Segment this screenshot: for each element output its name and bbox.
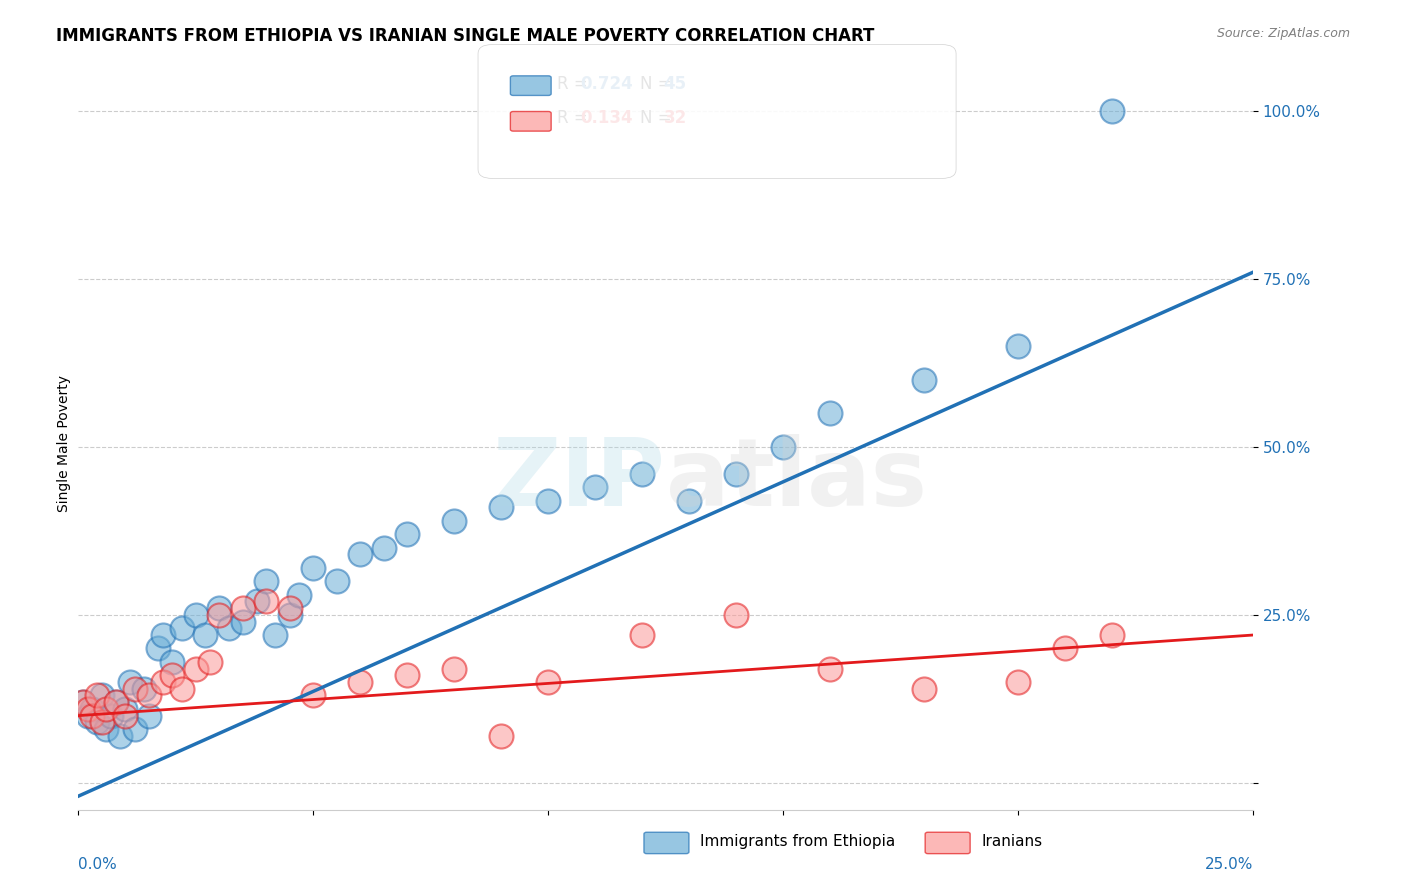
Point (1007, 339, 1029, 353)
Point (725, 607, 748, 622)
Point (583, 480, 606, 494)
Point (349, 548, 371, 562)
Point (537, 493, 560, 508)
Point (1101, 628, 1123, 642)
Point (537, 675, 560, 690)
Point (82, 708, 104, 723)
Point (118, 675, 141, 690)
Point (138, 708, 160, 723)
Point (198, 655, 221, 669)
Point (443, 514, 465, 528)
Text: 0.724: 0.724 (581, 75, 634, 93)
Point (76, 708, 98, 723)
Point (278, 607, 301, 622)
Point (152, 628, 174, 642)
Point (208, 607, 231, 622)
Point (76, 702, 98, 716)
Text: Iranians: Iranians (981, 834, 1042, 848)
Point (772, 440, 794, 454)
Point (278, 601, 301, 615)
Text: ZIP: ZIP (492, 434, 665, 526)
Point (160, 668, 183, 682)
Point (396, 668, 419, 682)
Point (96, 702, 118, 716)
Point (1007, 675, 1029, 690)
Point (232, 601, 254, 615)
Point (631, 467, 654, 481)
Point (170, 621, 193, 635)
Point (631, 628, 654, 642)
Point (82, 702, 104, 716)
Text: IMMIGRANTS FROM ETHIOPIA VS IRANIAN SINGLE MALE POVERTY CORRELATION CHART: IMMIGRANTS FROM ETHIOPIA VS IRANIAN SING… (56, 27, 875, 45)
Point (184, 662, 207, 676)
Text: R =: R = (557, 109, 593, 127)
Point (443, 662, 465, 676)
Point (264, 628, 287, 642)
Point (818, 662, 841, 676)
Point (254, 594, 277, 608)
Y-axis label: Single Male Poverty: Single Male Poverty (58, 375, 72, 512)
Point (170, 681, 193, 696)
Point (1101, 103, 1123, 118)
Point (246, 594, 269, 608)
Point (912, 681, 935, 696)
Point (1053, 641, 1076, 656)
Point (302, 561, 325, 575)
Text: R =: R = (557, 75, 593, 93)
Point (72, 695, 94, 709)
Point (90, 689, 112, 703)
Point (114, 708, 136, 723)
Point (489, 729, 512, 743)
Point (349, 675, 371, 690)
Point (208, 601, 231, 615)
Text: atlas: atlas (665, 434, 927, 526)
Text: 45: 45 (664, 75, 686, 93)
Point (489, 500, 512, 515)
Point (138, 689, 160, 703)
Point (104, 695, 127, 709)
Point (110, 729, 132, 743)
Text: N =: N = (640, 75, 676, 93)
Text: Source: ZipAtlas.com: Source: ZipAtlas.com (1216, 27, 1350, 40)
Point (232, 615, 254, 629)
Point (124, 681, 146, 696)
Point (104, 695, 127, 709)
Point (218, 621, 240, 635)
Point (160, 655, 183, 669)
Point (325, 574, 347, 589)
Point (302, 689, 325, 703)
Point (124, 722, 146, 736)
Point (818, 406, 841, 420)
Point (132, 681, 155, 696)
Point (373, 541, 395, 555)
Point (396, 527, 419, 541)
Point (725, 467, 748, 481)
Point (96, 722, 118, 736)
Text: 25.0%: 25.0% (1205, 857, 1253, 872)
Point (152, 675, 174, 690)
Point (86, 689, 108, 703)
Text: 0.134: 0.134 (581, 109, 633, 127)
Point (72, 695, 94, 709)
Point (254, 574, 277, 589)
Text: 32: 32 (664, 109, 688, 127)
Point (114, 702, 136, 716)
Point (678, 493, 700, 508)
Point (100, 708, 122, 723)
Point (86, 715, 108, 730)
Point (288, 588, 311, 602)
Text: N =: N = (640, 109, 676, 127)
Point (184, 607, 207, 622)
Point (194, 628, 217, 642)
Text: 0.0%: 0.0% (79, 857, 117, 872)
Point (146, 641, 169, 656)
Point (912, 373, 935, 387)
Text: Immigrants from Ethiopia: Immigrants from Ethiopia (700, 834, 896, 848)
Point (90, 715, 112, 730)
